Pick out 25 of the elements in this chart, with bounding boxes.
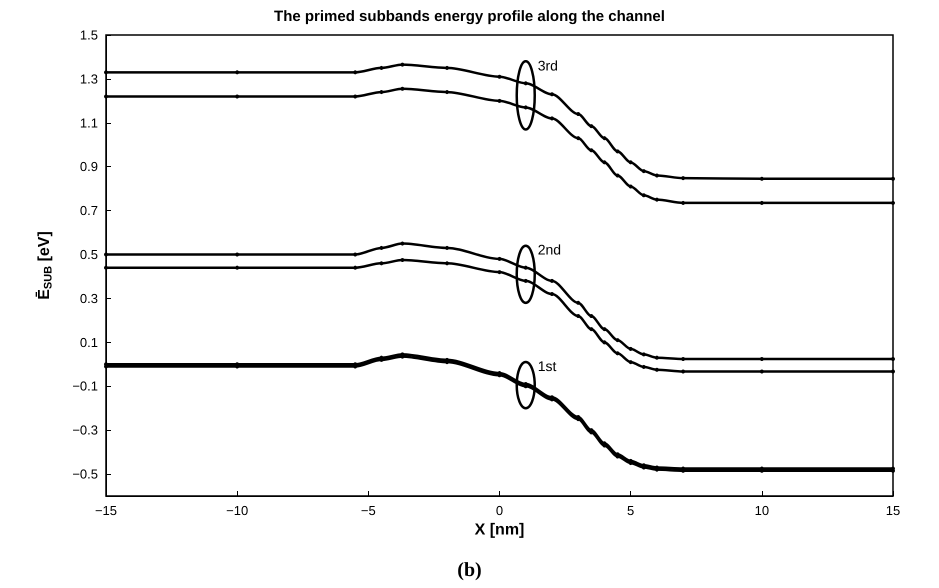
y-tick-label: 1.3 <box>80 71 98 86</box>
x-tick-label: −5 <box>360 503 376 518</box>
y-tick-label: 1.5 <box>80 28 98 42</box>
x-tick-label: 0 <box>496 503 504 518</box>
y-axis-title: ĒSUB [eV] <box>35 231 54 300</box>
y-tick-label: 1.1 <box>80 115 98 130</box>
x-tick-label: 15 <box>886 503 900 518</box>
annotation: 3rd <box>538 57 558 74</box>
y-tick-label: 0.1 <box>80 334 98 350</box>
y-tick-label: 0.3 <box>80 290 98 306</box>
x-tick-label: −10 <box>226 503 248 518</box>
y-tick-label: −0.1 <box>72 378 98 394</box>
y-tick-label: −0.5 <box>72 466 98 482</box>
y-tick-label: 0.5 <box>80 247 98 262</box>
annotation: 2nd <box>538 242 562 258</box>
y-tick-label: −0.3 <box>72 422 98 438</box>
y-tick-label: 0.7 <box>80 203 98 218</box>
x-axis-title: X [nm] <box>474 521 524 538</box>
x-tick-label: 10 <box>754 503 770 518</box>
y-tick-label: 0.9 <box>80 159 98 174</box>
x-tick-label: 5 <box>627 503 634 518</box>
text: (b) <box>457 559 482 581</box>
annotation: 1st <box>538 358 557 374</box>
chart-title: The primed subbands energy profile along the channel <box>274 8 665 25</box>
x-tick-label: −15 <box>94 503 118 518</box>
